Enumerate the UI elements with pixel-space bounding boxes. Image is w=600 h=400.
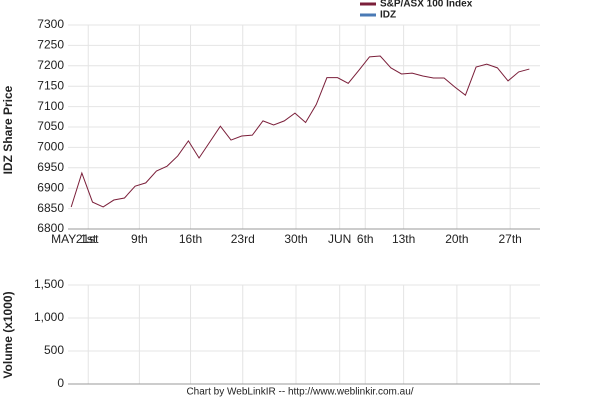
y-tick-label: 6800 xyxy=(37,221,64,235)
x-tick-label: 30th xyxy=(284,232,307,246)
y-tick-label: 7150 xyxy=(37,78,64,92)
x-tick-label: JUN xyxy=(328,232,351,246)
y-tick-label: 7250 xyxy=(37,38,64,52)
y-tick-label: 6950 xyxy=(37,160,64,174)
y-tick-label: 1,500 xyxy=(34,277,64,291)
line-series xyxy=(70,55,530,208)
y-tick-label: 7050 xyxy=(37,119,64,133)
x-tick-label: 27th xyxy=(498,232,521,246)
x-tick-label: 1st xyxy=(80,232,97,246)
x-tick-label: 20th xyxy=(445,232,468,246)
footer: Chart by WebLinkIR -- http://www.weblink… xyxy=(186,387,413,398)
legend-label: IDZ xyxy=(380,10,396,21)
y-tick-label: 1,000 xyxy=(34,310,64,324)
legend-label: S&P/ASX 100 Index xyxy=(380,0,473,10)
y-tick-label: 6900 xyxy=(37,180,64,194)
x-tick-label: 13th xyxy=(392,232,415,246)
y-tick-label: 7000 xyxy=(37,140,64,154)
y-tick-label: 500 xyxy=(44,343,64,357)
y-tick-label: 7100 xyxy=(37,99,64,113)
x-tick-label: 6th xyxy=(357,232,374,246)
x-tick-label: MAY xyxy=(51,232,76,246)
y-axis-label: IDZ Share Price xyxy=(1,85,15,174)
y-tick-label: 0 xyxy=(57,376,64,390)
y-axis-label: Volume (x1000) xyxy=(1,291,15,378)
x-tick-label: 23rd xyxy=(231,232,255,246)
y-tick-label: 7300 xyxy=(37,17,64,31)
x-tick-label: 9th xyxy=(131,232,148,246)
y-tick-label: 7200 xyxy=(37,58,64,72)
x-tick-label: 16th xyxy=(179,232,202,246)
x-tick-label: 21st xyxy=(76,232,99,246)
y-tick-label: 6850 xyxy=(37,201,64,215)
